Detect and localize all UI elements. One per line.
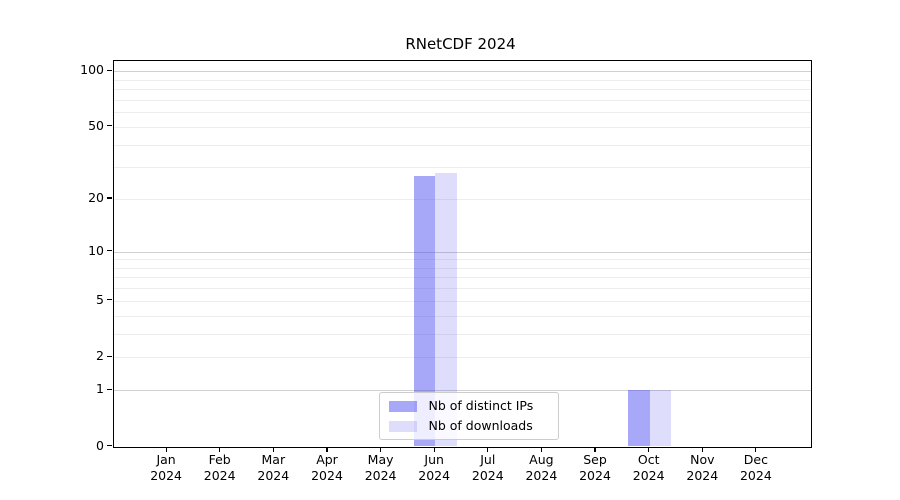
x-tick-label-oct-2024: Oct 2024 [632, 452, 665, 483]
legend-label-downloads: Nb of downloads [428, 418, 533, 433]
x-tick-mark-jan-2024 [165, 447, 167, 452]
y-tick-mark-10 [107, 249, 112, 252]
y-tick-label-20: 20 [88, 190, 104, 205]
legend: Nb of distinct IPs Nb of downloads [378, 392, 559, 440]
x-tick-mark-oct-2024 [648, 447, 650, 452]
x-tick-label-mar-2024: Mar 2024 [257, 452, 290, 483]
bar-nb-of-downloads-jun-2024 [435, 172, 457, 447]
y-tick-label-5: 5 [96, 291, 104, 307]
y-tick-label-1: 1 [96, 381, 104, 397]
x-tick-label-jun-2024: Jun 2024 [418, 452, 451, 483]
minor-gridline-4 [113, 315, 811, 317]
y-tick-mark-100 [107, 69, 112, 71]
minor-gridline-5 [113, 300, 811, 302]
x-tick-label-apr-2024: Apr 2024 [311, 452, 343, 483]
x-tick-mark-may-2024 [380, 447, 382, 452]
x-tick-label-may-2024: May 2024 [364, 452, 397, 483]
bar-nb-of-distinct-ips-jun-2024 [413, 175, 436, 447]
minor-gridline-20 [113, 199, 811, 200]
legend-item-distinct-ips: Nb of distinct IPs [388, 398, 549, 413]
distinct-ips-swatch-icon [388, 400, 417, 412]
minor-gridline-80 [113, 89, 811, 91]
x-tick-mark-sep-2024 [594, 447, 596, 452]
x-tick-label-jul-2024: Jul 2024 [471, 452, 504, 483]
y-tick-mark-20 [107, 197, 112, 199]
minor-gridline-90 [113, 79, 811, 81]
minor-gridline-6 [113, 288, 811, 290]
y-tick-mark-5 [107, 299, 112, 301]
major-gridline-1 [113, 390, 811, 392]
y-tick-mark-50 [107, 125, 112, 127]
bar-nb-of-downloads-oct-2024 [649, 390, 672, 447]
downloads-swatch-icon [388, 420, 417, 432]
y-tick-label-0: 0 [96, 437, 104, 453]
y-tick-mark-2 [107, 355, 112, 357]
x-tick-mark-feb-2024 [219, 447, 221, 452]
minor-gridline-7 [113, 277, 811, 279]
chart-title: RNetCDF 2024 [405, 35, 516, 53]
x-tick-label-jan-2024: Jan 2024 [150, 452, 182, 483]
y-tick-label-50: 50 [88, 117, 104, 133]
major-gridline-100 [113, 71, 811, 73]
x-tick-mark-jun-2024 [433, 447, 435, 452]
x-tick-label-feb-2024: Feb 2024 [203, 452, 236, 483]
y-tick-label-100: 100 [80, 62, 104, 78]
minor-gridline-8 [113, 267, 811, 269]
minor-gridline-70 [113, 99, 811, 101]
legend-item-downloads: Nb of downloads [388, 418, 549, 433]
minor-gridline-30 [113, 167, 811, 169]
minor-gridline-60 [113, 112, 811, 114]
legend-label-distinct-ips: Nb of distinct IPs [428, 398, 534, 413]
x-tick-label-nov-2024: Nov 2024 [686, 452, 719, 483]
minor-gridline-2 [113, 357, 811, 359]
minor-gridline-9 [113, 259, 811, 261]
y-tick-label-10: 10 [88, 242, 104, 258]
x-tick-mark-aug-2024 [540, 447, 542, 452]
minor-gridline-40 [113, 144, 811, 146]
y-tick-mark-0 [107, 444, 112, 447]
x-tick-label-aug-2024: Aug 2024 [525, 452, 558, 483]
x-tick-mark-nov-2024 [701, 447, 703, 452]
y-tick-mark-1 [107, 388, 112, 390]
x-tick-mark-jul-2024 [487, 447, 489, 452]
x-tick-mark-mar-2024 [272, 447, 274, 452]
x-tick-label-sep-2024: Sep 2024 [579, 452, 611, 483]
minor-gridline-3 [113, 333, 811, 335]
major-gridline-10 [113, 251, 811, 253]
x-tick-mark-apr-2024 [326, 447, 328, 452]
y-tick-label-2: 2 [96, 348, 104, 364]
bar-nb-of-distinct-ips-oct-2024 [628, 390, 650, 447]
minor-gridline-50 [113, 126, 811, 128]
plot-area: Nb of distinct IPs Nb of downloads [112, 60, 812, 448]
x-tick-mark-dec-2024 [755, 447, 757, 452]
x-tick-label-dec-2024: Dec 2024 [739, 452, 772, 483]
